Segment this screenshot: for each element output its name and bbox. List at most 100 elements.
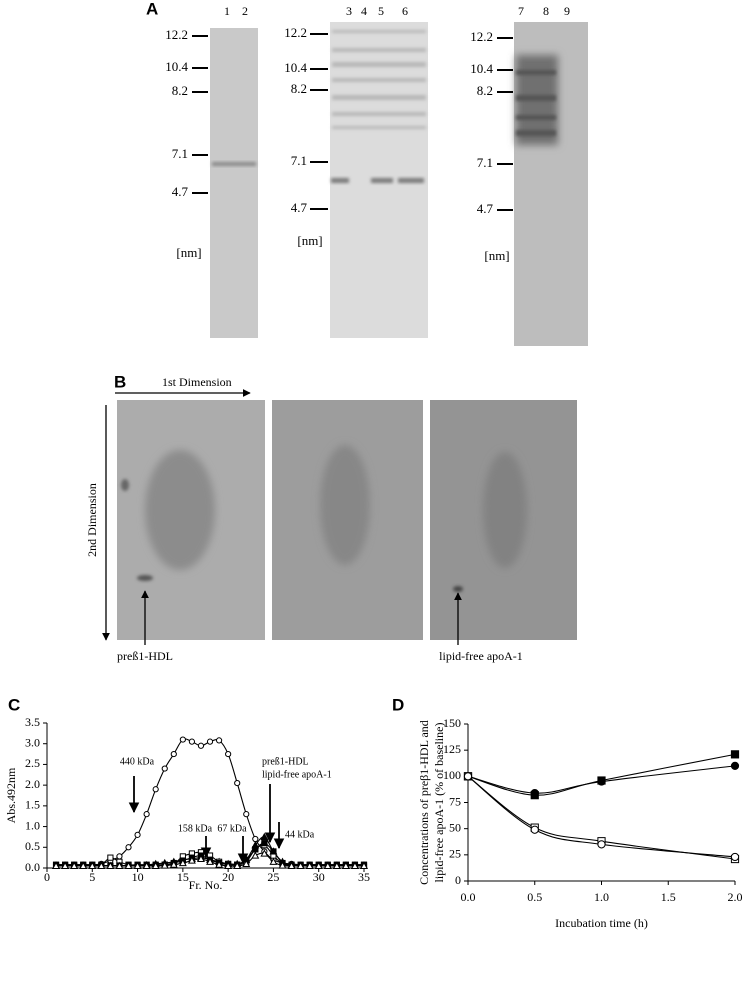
axis-label: 2nd Dimension	[85, 483, 99, 557]
data-point	[152, 786, 159, 793]
data-point	[251, 851, 260, 859]
y-tick-label: 100	[443, 768, 461, 782]
data-point	[730, 852, 740, 862]
data-point	[178, 858, 187, 867]
y-tick-label: 75	[449, 794, 461, 808]
annotation: 158 kDa	[178, 823, 213, 834]
data-point	[260, 849, 269, 857]
unit-label: [nm]	[297, 233, 322, 248]
data-point	[296, 861, 305, 870]
series-line	[467, 753, 736, 796]
data-point	[70, 861, 79, 870]
y-tick-label: 150	[443, 716, 461, 730]
x-axis-label: Fr. No.	[189, 878, 223, 892]
data-point	[597, 840, 606, 849]
data-point	[242, 859, 251, 867]
lane-label: 6	[402, 4, 408, 18]
data-point	[97, 861, 106, 870]
annotation: preß1-HDL	[262, 756, 309, 767]
y-tick-label: 0.5	[25, 839, 40, 853]
data-point	[323, 861, 332, 870]
data-point	[260, 832, 269, 841]
data-point	[730, 761, 740, 770]
data-point	[332, 861, 341, 870]
panel-letter: B	[114, 372, 126, 391]
data-point	[597, 777, 606, 786]
size-marker-label: 10.4	[470, 61, 493, 76]
unit-label: [nm]	[176, 245, 201, 260]
y-tick-label: 50	[449, 820, 461, 834]
axis-label: 1st Dimension	[162, 375, 232, 389]
y-tick-label: 3.5	[25, 715, 40, 729]
annotation: lipid-free apoA-1	[262, 769, 332, 780]
data-point	[261, 840, 268, 847]
data-point	[133, 861, 142, 870]
data-point	[463, 772, 473, 781]
data-point	[116, 853, 123, 860]
size-marker-label: 8.2	[172, 83, 188, 98]
data-point	[269, 857, 278, 865]
data-point	[350, 861, 359, 870]
data-point	[314, 861, 323, 870]
data-point	[151, 861, 160, 870]
x-tick-label: 25	[267, 870, 279, 884]
lane-label: 7	[518, 4, 524, 18]
x-tick-label: 1.5	[661, 890, 676, 904]
data-point	[206, 738, 214, 745]
size-marker-label: 12.2	[284, 25, 307, 40]
x-tick-label: 15	[177, 870, 189, 884]
annotation: 67 kDa	[217, 823, 247, 834]
data-point	[215, 860, 224, 868]
y-axis-label: Abs.492nm	[4, 767, 18, 823]
size-marker-label: 8.2	[291, 81, 307, 96]
size-marker-label: 10.4	[165, 59, 188, 74]
lane-label: 1	[224, 4, 230, 18]
data-point	[88, 861, 97, 870]
panel-letter: C	[8, 695, 20, 714]
lane-label: 8	[543, 4, 549, 18]
y-tick-label: 0	[455, 873, 461, 887]
x-tick-label: 0.0	[461, 890, 476, 904]
panel-letter: A	[146, 0, 158, 18]
data-point	[224, 861, 233, 870]
lane-label: 5	[378, 4, 384, 18]
size-marker-label: 10.4	[284, 60, 307, 75]
panel-letter: D	[392, 695, 404, 714]
x-tick-label: 35	[358, 870, 370, 884]
data-point	[125, 844, 132, 851]
x-tick-label: 10	[132, 870, 144, 884]
data-point	[79, 861, 88, 870]
data-point	[52, 861, 61, 870]
data-point	[287, 861, 296, 870]
gel-images-b	[117, 400, 577, 640]
y-tick-label: 25	[449, 847, 461, 861]
data-point	[160, 861, 169, 869]
data-point	[252, 835, 259, 843]
y-axis-label: Concentrations of preβ1-HDL and	[417, 720, 431, 885]
y-axis-label: lipid-free apoA-1 (% of baseline)	[432, 723, 446, 883]
data-point	[215, 737, 223, 744]
data-point	[134, 831, 141, 838]
x-tick-label: 2.0	[728, 890, 743, 904]
annotation: preß1-HDL	[117, 649, 173, 663]
data-point	[305, 861, 314, 870]
y-tick-label: 125	[443, 742, 461, 756]
series-line	[467, 765, 736, 794]
size-marker-label: 7.1	[172, 146, 188, 161]
gel-images-a	[210, 22, 588, 346]
data-point	[124, 861, 133, 870]
data-point	[530, 788, 539, 798]
lane-label: 9	[564, 4, 570, 18]
data-point	[188, 738, 196, 745]
data-point	[225, 750, 232, 758]
data-point	[107, 854, 114, 861]
y-tick-label: 0.0	[25, 860, 40, 874]
data-point	[234, 779, 241, 787]
annotation-arrows	[102, 389, 462, 865]
data-point	[187, 856, 196, 864]
data-point	[341, 861, 350, 870]
series-line	[467, 775, 736, 858]
size-marker-label: 7.1	[291, 153, 307, 168]
lane-label: 2	[242, 4, 248, 18]
